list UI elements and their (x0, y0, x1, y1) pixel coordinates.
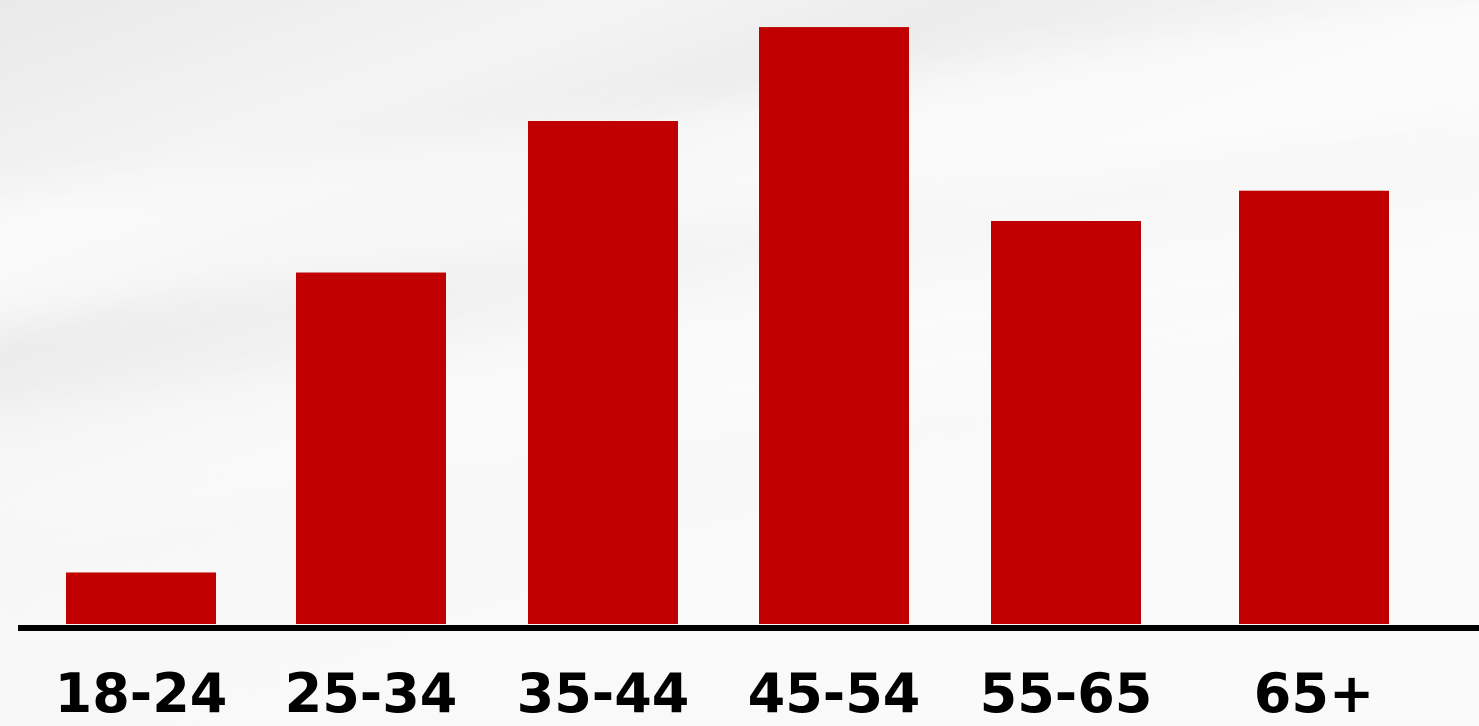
x-tick-label: 35-44 (517, 662, 690, 725)
bars-layer (66, 27, 1389, 625)
bar-55-65 (991, 221, 1141, 624)
bar-45-54 (759, 27, 909, 624)
bar-18-24 (66, 572, 216, 624)
x-tick-label: 65+ (1254, 662, 1374, 725)
bar-35-44 (528, 121, 678, 625)
x-tick-label: 45-54 (748, 662, 921, 725)
x-tick-label: 25-34 (285, 662, 458, 725)
bar-65+ (1239, 190, 1389, 624)
x-tick-labels: 18-24 25-34 35-44 45-54 55-65 65+ (55, 662, 1375, 725)
x-tick-label: 18-24 (55, 662, 228, 725)
x-tick-label: 55-65 (980, 662, 1153, 725)
bar-25-34 (296, 272, 446, 624)
